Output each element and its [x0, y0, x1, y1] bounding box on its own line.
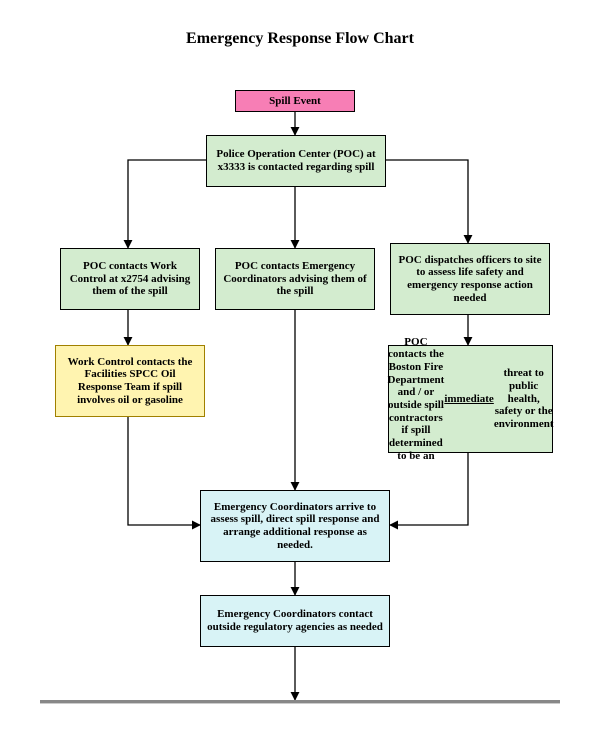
node-spill: Spill Event	[235, 90, 355, 112]
node-assess: Emergency Coordinators arrive to assess …	[200, 490, 390, 562]
node-regulatory: Emergency Coordinators contact outside r…	[200, 595, 390, 647]
bottom-rule	[40, 700, 560, 704]
node-workcontrol: POC contacts Work Control at x2754 advis…	[60, 248, 200, 310]
node-dispatch: POC dispatches officers to site to asses…	[390, 243, 550, 315]
node-emcoord: POC contacts Emergency Coordinators advi…	[215, 248, 375, 310]
node-boston: POC contacts the Boston Fire Department …	[388, 345, 553, 453]
page-title: Emergency Response Flow Chart	[0, 30, 600, 48]
flowchart-page: Emergency Response Flow Chart Spill Even…	[0, 0, 600, 730]
node-spcc: Work Control contacts the Facilities SPC…	[55, 345, 205, 417]
node-poc: Police Operation Center (POC) at x3333 i…	[206, 135, 386, 187]
